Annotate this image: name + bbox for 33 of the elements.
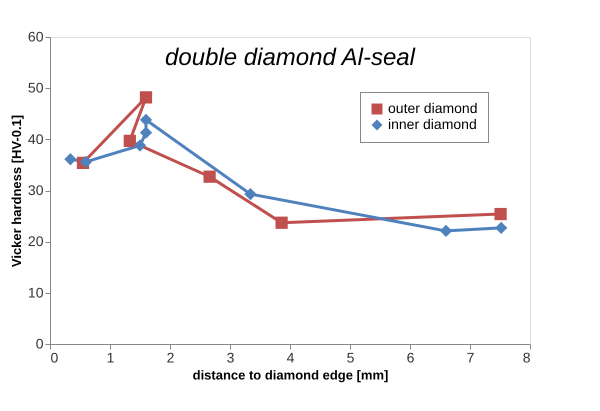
- y-axis-title: Vicker hardness [HV-0.1]: [8, 114, 24, 268]
- x-axis-title: distance to diamond edge [mm]: [192, 368, 388, 382]
- point: [80, 156, 92, 168]
- x-tick-label: 0: [50, 350, 58, 366]
- legend-label: inner diamond: [388, 116, 477, 132]
- x-tick-label: 1: [106, 350, 115, 366]
- y-tick-label: 0: [36, 336, 44, 352]
- point: [275, 216, 288, 229]
- x-tick-label: 3: [226, 350, 235, 366]
- x-tick-label: 5: [346, 350, 355, 366]
- x-tick-label: 6: [406, 350, 415, 366]
- point: [203, 170, 216, 183]
- point: [440, 224, 452, 238]
- y-tick-label: 10: [28, 284, 44, 300]
- legend-label: outer diamond: [388, 100, 478, 116]
- point: [124, 134, 136, 147]
- point: [134, 139, 146, 152]
- chart-title: double diamond Al-seal: [165, 44, 416, 71]
- point: [64, 153, 77, 166]
- x-tick-label: 2: [166, 350, 175, 366]
- point: [495, 222, 508, 234]
- point: [140, 126, 152, 139]
- point: [140, 91, 152, 104]
- y-tick-label: 20: [28, 233, 44, 250]
- x-tick-label: 7: [466, 350, 475, 366]
- x-tick-label: 4: [286, 350, 295, 366]
- y-tick-label: 30: [28, 182, 44, 198]
- point: [494, 208, 507, 220]
- y-tick-label: 50: [28, 80, 44, 96]
- y-tick-label: 60: [28, 28, 44, 44]
- y-tick-label: 40: [28, 130, 44, 147]
- point: [244, 188, 257, 200]
- x-tick-label: 8: [522, 350, 531, 366]
